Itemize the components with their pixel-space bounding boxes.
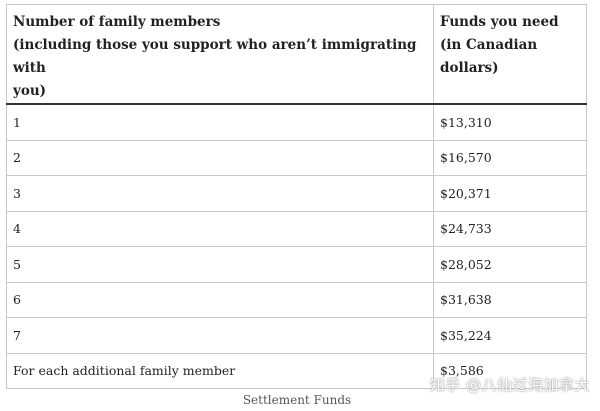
family-members-cell: 1 [6, 103, 434, 141]
family-members-cell: 7 [6, 317, 434, 354]
family-members-cell: 2 [6, 139, 434, 176]
table-row: 7 $35,224 [6, 317, 587, 354]
family-members-cell: 4 [6, 210, 434, 247]
header-funds-line: Funds you need [440, 14, 559, 30]
funds-cell: $20,371 [433, 175, 587, 212]
zhihu-watermark: 知乎 @八仙过海加拿大 [429, 376, 590, 394]
family-members-cell: 5 [6, 246, 434, 283]
funds-cell: $28,052 [433, 246, 587, 283]
table-body: 1 $13,310 2 $16,570 3 $20,371 4 $24,733 … [6, 103, 587, 389]
header-family-members-line: you) [13, 83, 47, 99]
funds-cell: $16,570 [433, 139, 587, 176]
funds-cell: $24,733 [433, 210, 587, 247]
funds-cell: $31,638 [433, 281, 587, 318]
table-row: For each additional family member $3,586 [6, 352, 587, 389]
family-members-cell: For each additional family member [6, 352, 434, 389]
table-row: 5 $28,052 [6, 246, 587, 283]
funds-cell: $3,586 [433, 352, 587, 389]
family-members-cell: 6 [6, 281, 434, 318]
table-header: Number of family members (including thos… [6, 4, 587, 105]
table-row: 4 $24,733 [6, 210, 587, 247]
header-family-members-line: (including those you support who aren’t … [13, 37, 417, 76]
header-funds-needed: Funds you need (in Canadian dollars) [433, 4, 587, 105]
header-family-members-line: Number of family members [13, 14, 221, 30]
family-members-cell: 3 [6, 175, 434, 212]
table-row: 6 $31,638 [6, 281, 587, 318]
header-funds-line: dollars) [440, 60, 499, 76]
header-row: Number of family members (including thos… [6, 4, 587, 105]
funds-cell: $35,224 [433, 317, 587, 354]
table-caption: Settlement Funds [242, 393, 352, 407]
funds-cell: $13,310 [433, 103, 587, 141]
header-funds-line: (in Canadian [440, 37, 538, 53]
settlement-funds-table-container: Number of family members (including thos… [6, 4, 587, 389]
header-family-members: Number of family members (including thos… [6, 4, 434, 105]
table-row: 3 $20,371 [6, 175, 587, 212]
table-row: 2 $16,570 [6, 139, 587, 176]
table-row: 1 $13,310 [6, 103, 587, 141]
settlement-funds-table: Number of family members (including thos… [6, 4, 587, 389]
